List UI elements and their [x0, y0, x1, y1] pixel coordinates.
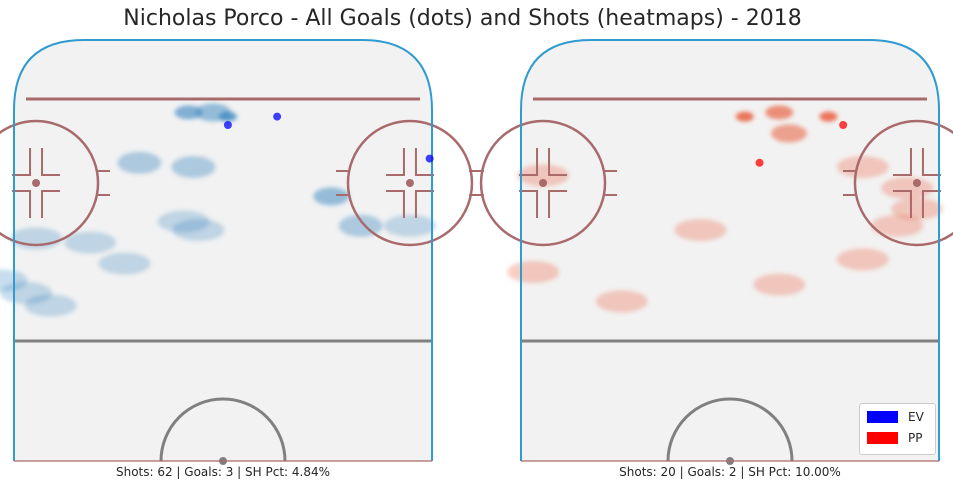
heat-blob-5 [836, 156, 889, 178]
heat-blob-16 [24, 294, 77, 317]
heat-blob-2 [174, 105, 203, 120]
heat-blob-12 [836, 248, 889, 271]
heatmap-layer [507, 105, 943, 313]
heat-blob-5 [171, 156, 216, 178]
legend-entry-pp: PP [867, 431, 922, 445]
center-circle [159, 397, 287, 462]
heat-blob-6 [313, 187, 350, 206]
heat-blob-8 [871, 214, 924, 237]
faceoff-circle-left [479, 119, 607, 247]
hashmark [12, 190, 32, 218]
heat-blob-3 [195, 103, 232, 122]
heat-blob-9 [517, 164, 570, 187]
heat-blob-8 [383, 214, 436, 237]
faceoff-circle-right [346, 119, 474, 247]
hashmark [921, 148, 941, 176]
goal-dot-2 [755, 158, 764, 167]
hashmark [385, 190, 405, 218]
legend-label-ev: EV [908, 410, 924, 424]
legend: EV PP [859, 403, 936, 455]
heat-blob-7 [890, 198, 943, 220]
hashmark [519, 190, 539, 218]
hashmark [12, 148, 32, 176]
legend-swatch-pp [867, 432, 898, 444]
hashmark [41, 190, 61, 218]
rink-panel-ev [0, 39, 484, 465]
pp-stats-caption: Shots: 20 | Goals: 2 | SH Pct: 10.00% [619, 465, 841, 479]
heat-blob-11 [753, 273, 806, 296]
ice-surface [14, 40, 432, 461]
faceoff-hashmarks-left [469, 148, 618, 218]
hashmark [519, 148, 539, 176]
heat-blob-14 [595, 290, 648, 313]
hashmark [414, 190, 434, 218]
ev-stats-caption: Shots: 62 | Goals: 3 | SH Pct: 4.84% [115, 465, 331, 479]
hashmark [548, 148, 568, 176]
heat-blob-10 [674, 219, 727, 241]
ice-surface [521, 40, 939, 461]
goal-dot-1 [223, 121, 232, 129]
faceoff-hashmarks-right [842, 148, 941, 218]
goal-dot-3 [425, 154, 434, 163]
hashmark [41, 148, 61, 176]
faceoff-hashmarks-left [12, 148, 111, 218]
hashmark [921, 190, 941, 218]
goal-dot-2 [273, 112, 282, 121]
hashmark [548, 190, 568, 218]
figure-title: Nicholas Porco - All Goals (dots) and Sh… [123, 6, 802, 31]
faceoff-dot-right [405, 179, 414, 187]
legend-swatch-ev [867, 411, 898, 423]
goal-dot-1 [839, 121, 848, 129]
faceoff-dot-left [539, 179, 548, 187]
rink-panel-pp [469, 39, 953, 465]
boards [13, 39, 433, 461]
hashmark [892, 190, 912, 218]
heat-blob-4 [771, 124, 808, 143]
hashmark [892, 148, 912, 176]
heat-blob-13 [507, 261, 560, 283]
faceoff-circle-right [853, 119, 953, 247]
boards [520, 39, 940, 461]
heat-blob-1 [735, 111, 754, 122]
faceoff-dot-right [912, 179, 921, 187]
heat-blob-6 [881, 177, 934, 199]
heat-blob-9 [64, 231, 117, 254]
hashmark [414, 148, 434, 176]
faceoff-dot-left [32, 179, 41, 187]
legend-entry-ev: EV [867, 410, 924, 424]
heat-blob-12 [172, 219, 225, 241]
hashmark [385, 148, 405, 176]
center-circle [666, 397, 794, 462]
heat-blob-13 [98, 252, 151, 275]
legend-label-pp: PP [908, 431, 923, 445]
heat-blob-3 [765, 105, 794, 120]
heatmap-layer [0, 103, 436, 317]
faceoff-circle-left [0, 119, 100, 247]
heat-blob-2 [819, 111, 838, 122]
heat-blob-4 [117, 151, 162, 174]
